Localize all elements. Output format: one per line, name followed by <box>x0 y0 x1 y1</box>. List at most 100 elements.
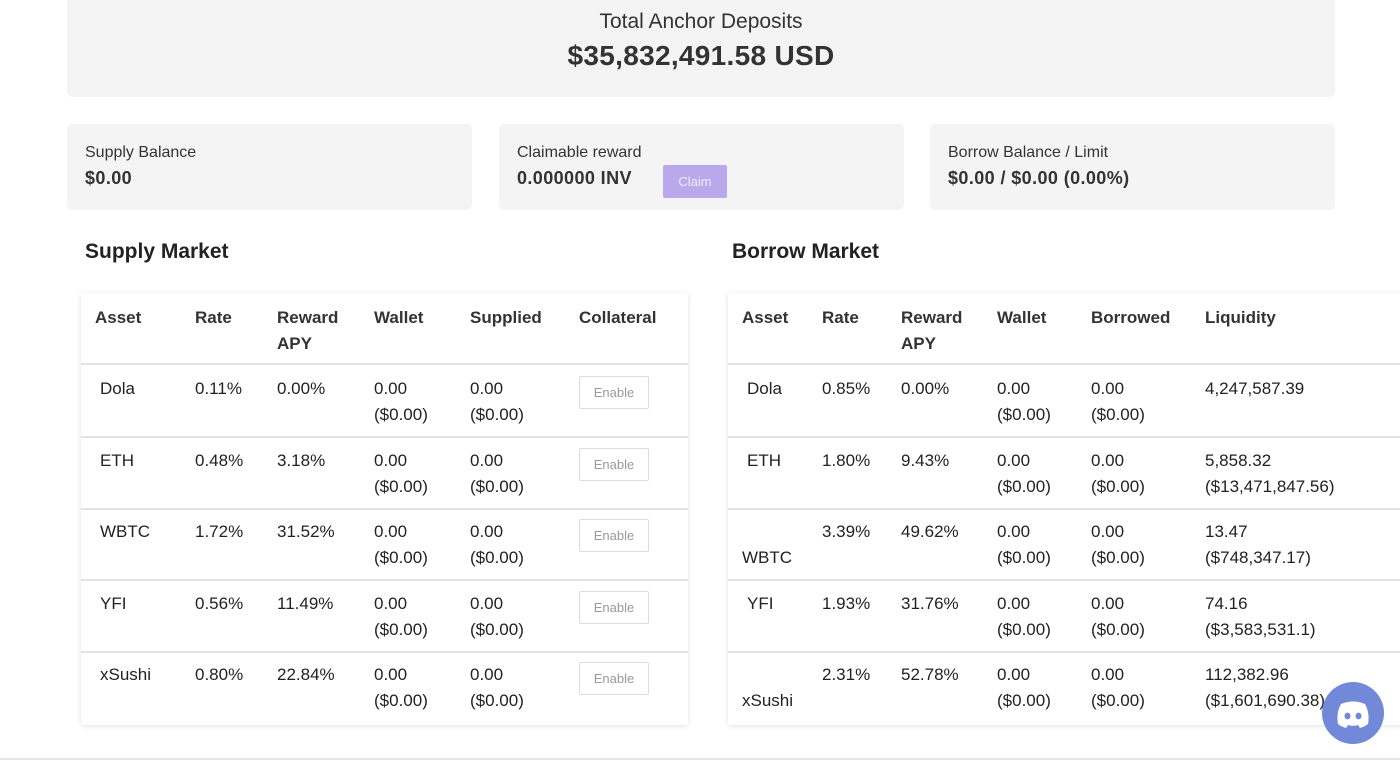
total-deposits-panel: Total Anchor Deposits $35,832,491.58 USD <box>67 0 1335 97</box>
supply-table-row: xSushi 0.80% 22.84% 0.00 ($0.00) 0.00 ($0.00) E… <box>81 652 688 724</box>
enable-collateral-button[interactable]: Enable <box>579 590 649 624</box>
wallet-value: 0.00 ($0.00) <box>374 522 428 567</box>
discord-icon[interactable] <box>1322 682 1384 744</box>
borrowed-value: 0.00 ($0.00) <box>1091 522 1145 567</box>
borrow-rate: 1.80% <box>822 450 871 470</box>
borrow-rate: 3.39% <box>822 522 871 541</box>
wallet-value: 0.00 ($0.00) <box>374 593 428 639</box>
borrow-header-cell: Asset <box>742 308 789 327</box>
supplied-value: 0.00 ($0.00) <box>470 450 524 496</box>
borrow-table-row: WBTC 3.39% 49.62% 0.00 ($0.00) 0.00 ($0.00) 13.… <box>728 509 1400 581</box>
borrow-table-row: ETH 1.80% 9.43% 0.00 ($0.00) 0.00 ($0.00) 5,858… <box>728 438 1400 510</box>
borrow-header-cell: Wallet <box>997 308 1047 327</box>
borrow-balance-label: Borrow Balance / Limit <box>948 144 1109 161</box>
enable-collateral-button[interactable]: Enable <box>579 519 649 552</box>
borrow-header-cell: Rate <box>822 308 859 327</box>
claimable-reward-card: Claimable reward 0.000000 INV Claim <box>499 124 904 210</box>
borrow-header-cell: Borrowed <box>1091 308 1171 327</box>
reward-apy: 3.18% <box>277 450 326 470</box>
asset-name: ETH <box>747 450 781 470</box>
borrow-balance-value: $0.00 / $0.00 (0.00%) <box>948 168 1130 188</box>
supply-rate: 0.11% <box>195 379 242 398</box>
supplied-value: 0.00 ($0.00) <box>470 593 524 639</box>
wallet-value: 0.00 ($0.00) <box>374 450 428 496</box>
reward-apy: 0.00% <box>277 379 326 398</box>
borrowed-value: 0.00 ($0.00) <box>1091 379 1145 424</box>
reward-apy: 22.84% <box>277 665 335 684</box>
asset-name: WBTC <box>742 548 793 567</box>
enable-collateral-button[interactable]: Enable <box>579 376 649 409</box>
supply-header-cell: Wallet <box>374 308 424 327</box>
total-deposits-value: $35,832,491.58 USD <box>567 40 835 71</box>
supply-header-cell: Supplied <box>470 308 542 327</box>
wallet-value: 0.00 ($0.00) <box>997 593 1051 639</box>
supply-table-row: YFI 0.56% 11.49% 0.00 ($0.00) 0.00 ($0.00) Enab… <box>81 581 688 653</box>
supply-table-row: Dola 0.11% 0.00% 0.00 ($0.00) 0.00 ($0.00) Enab… <box>81 366 688 438</box>
liquidity-value: 5,858.32 ($13,471,847.56) <box>1205 450 1335 496</box>
supply-rate: 1.72% <box>195 522 244 541</box>
borrow-rate: 0.85% <box>822 379 871 398</box>
supply-balance-value: $0.00 <box>85 168 133 188</box>
borrow-balance-card: Borrow Balance / Limit $0.00 / $0.00 (0.… <box>930 124 1335 210</box>
reward-apy: 11.49% <box>277 593 334 613</box>
reward-apy: 49.62% <box>901 522 959 541</box>
asset-name: Dola <box>747 379 782 398</box>
claimable-reward-value: 0.000000 INV <box>517 168 632 188</box>
borrowed-value: 0.00 ($0.00) <box>1091 450 1145 496</box>
borrow-rate: 1.93% <box>822 593 871 613</box>
supplied-value: 0.00 ($0.00) <box>470 665 524 710</box>
page-bottom-divider <box>0 758 1400 760</box>
borrow-table-row: Dola 0.85% 0.00% 0.00 ($0.00) 0.00 ($0.00) 4,24… <box>728 366 1400 438</box>
total-deposits-label: Total Anchor Deposits <box>599 10 803 33</box>
supply-market-title: Supply Market <box>85 240 229 263</box>
asset-name: Dola <box>100 379 135 398</box>
wallet-value: 0.00 ($0.00) <box>374 379 428 424</box>
asset-name: xSushi <box>100 665 152 684</box>
borrow-market-table: Asset Rate Reward APY Wallet Borrowed Liquidit… <box>728 293 1400 725</box>
supply-balance-label: Supply Balance <box>85 144 197 161</box>
supply-balance-card: Supply Balance $0.00 <box>67 124 472 210</box>
supply-header-cell: Reward APY <box>277 308 339 353</box>
asset-name: WBTC <box>100 522 151 541</box>
enable-collateral-button[interactable]: Enable <box>579 662 649 695</box>
borrow-table-row: xSushi 2.31% 52.78% 0.00 ($0.00) 0.00 ($0.00) 1… <box>728 652 1400 724</box>
claim-button[interactable]: Claim <box>663 165 727 198</box>
supply-rate: 0.48% <box>195 450 244 470</box>
liquidity-value: 112,382.96 ($1,601,690.38) <box>1205 665 1326 710</box>
reward-apy: 31.76% <box>901 593 959 613</box>
supply-rate: 0.56% <box>195 593 244 613</box>
borrow-table-row: YFI 1.93% 31.76% 0.00 ($0.00) 0.00 ($0.00) 74.1… <box>728 581 1400 653</box>
borrow-market-title: Borrow Market <box>732 240 880 263</box>
asset-name: YFI <box>100 593 127 613</box>
supplied-value: 0.00 ($0.00) <box>470 522 524 567</box>
supply-table-header: Asset Rate Reward APY Wallet Supplied Collater… <box>81 293 688 365</box>
borrowed-value: 0.00 ($0.00) <box>1091 593 1145 639</box>
borrow-rate: 2.31% <box>822 665 871 684</box>
liquidity-value: 74.16 ($3,583,531.1) <box>1205 593 1316 639</box>
supply-table-row: WBTC 1.72% 31.52% 0.00 ($0.00) 0.00 ($0.00) Ena… <box>81 509 688 581</box>
reward-apy: 9.43% <box>901 450 950 470</box>
wallet-value: 0.00 ($0.00) <box>997 665 1051 710</box>
borrow-header-cell: Liquidity <box>1205 308 1276 327</box>
asset-name: ETH <box>100 450 134 470</box>
borrow-table-header: Asset Rate Reward APY Wallet Borrowed Liquidit… <box>728 293 1400 365</box>
reward-apy: 31.52% <box>277 522 335 541</box>
asset-name: YFI <box>747 593 774 613</box>
borrow-header-cell: Reward APY <box>901 308 963 353</box>
reward-apy: 0.00% <box>901 379 950 398</box>
wallet-value: 0.00 ($0.00) <box>997 450 1051 496</box>
liquidity-value: 4,247,587.39 <box>1205 379 1305 398</box>
wallet-value: 0.00 ($0.00) <box>374 665 428 710</box>
enable-collateral-button[interactable]: Enable <box>579 447 649 481</box>
supply-market-table: Asset Rate Reward APY Wallet Supplied Collater… <box>81 293 688 725</box>
asset-name: xSushi <box>742 691 794 710</box>
borrowed-value: 0.00 ($0.00) <box>1091 665 1145 710</box>
supplied-value: 0.00 ($0.00) <box>470 379 524 424</box>
wallet-value: 0.00 ($0.00) <box>997 379 1051 424</box>
supply-header-cell: Collateral <box>579 308 657 327</box>
supply-table-row: ETH 0.48% 3.18% 0.00 ($0.00) 0.00 ($0.00) Enabl… <box>81 438 688 510</box>
supply-header-cell: Asset <box>95 308 142 327</box>
liquidity-value: 13.47 ($748,347.17) <box>1205 522 1311 567</box>
claimable-reward-label: Claimable reward <box>517 144 642 161</box>
reward-apy: 52.78% <box>901 665 959 684</box>
